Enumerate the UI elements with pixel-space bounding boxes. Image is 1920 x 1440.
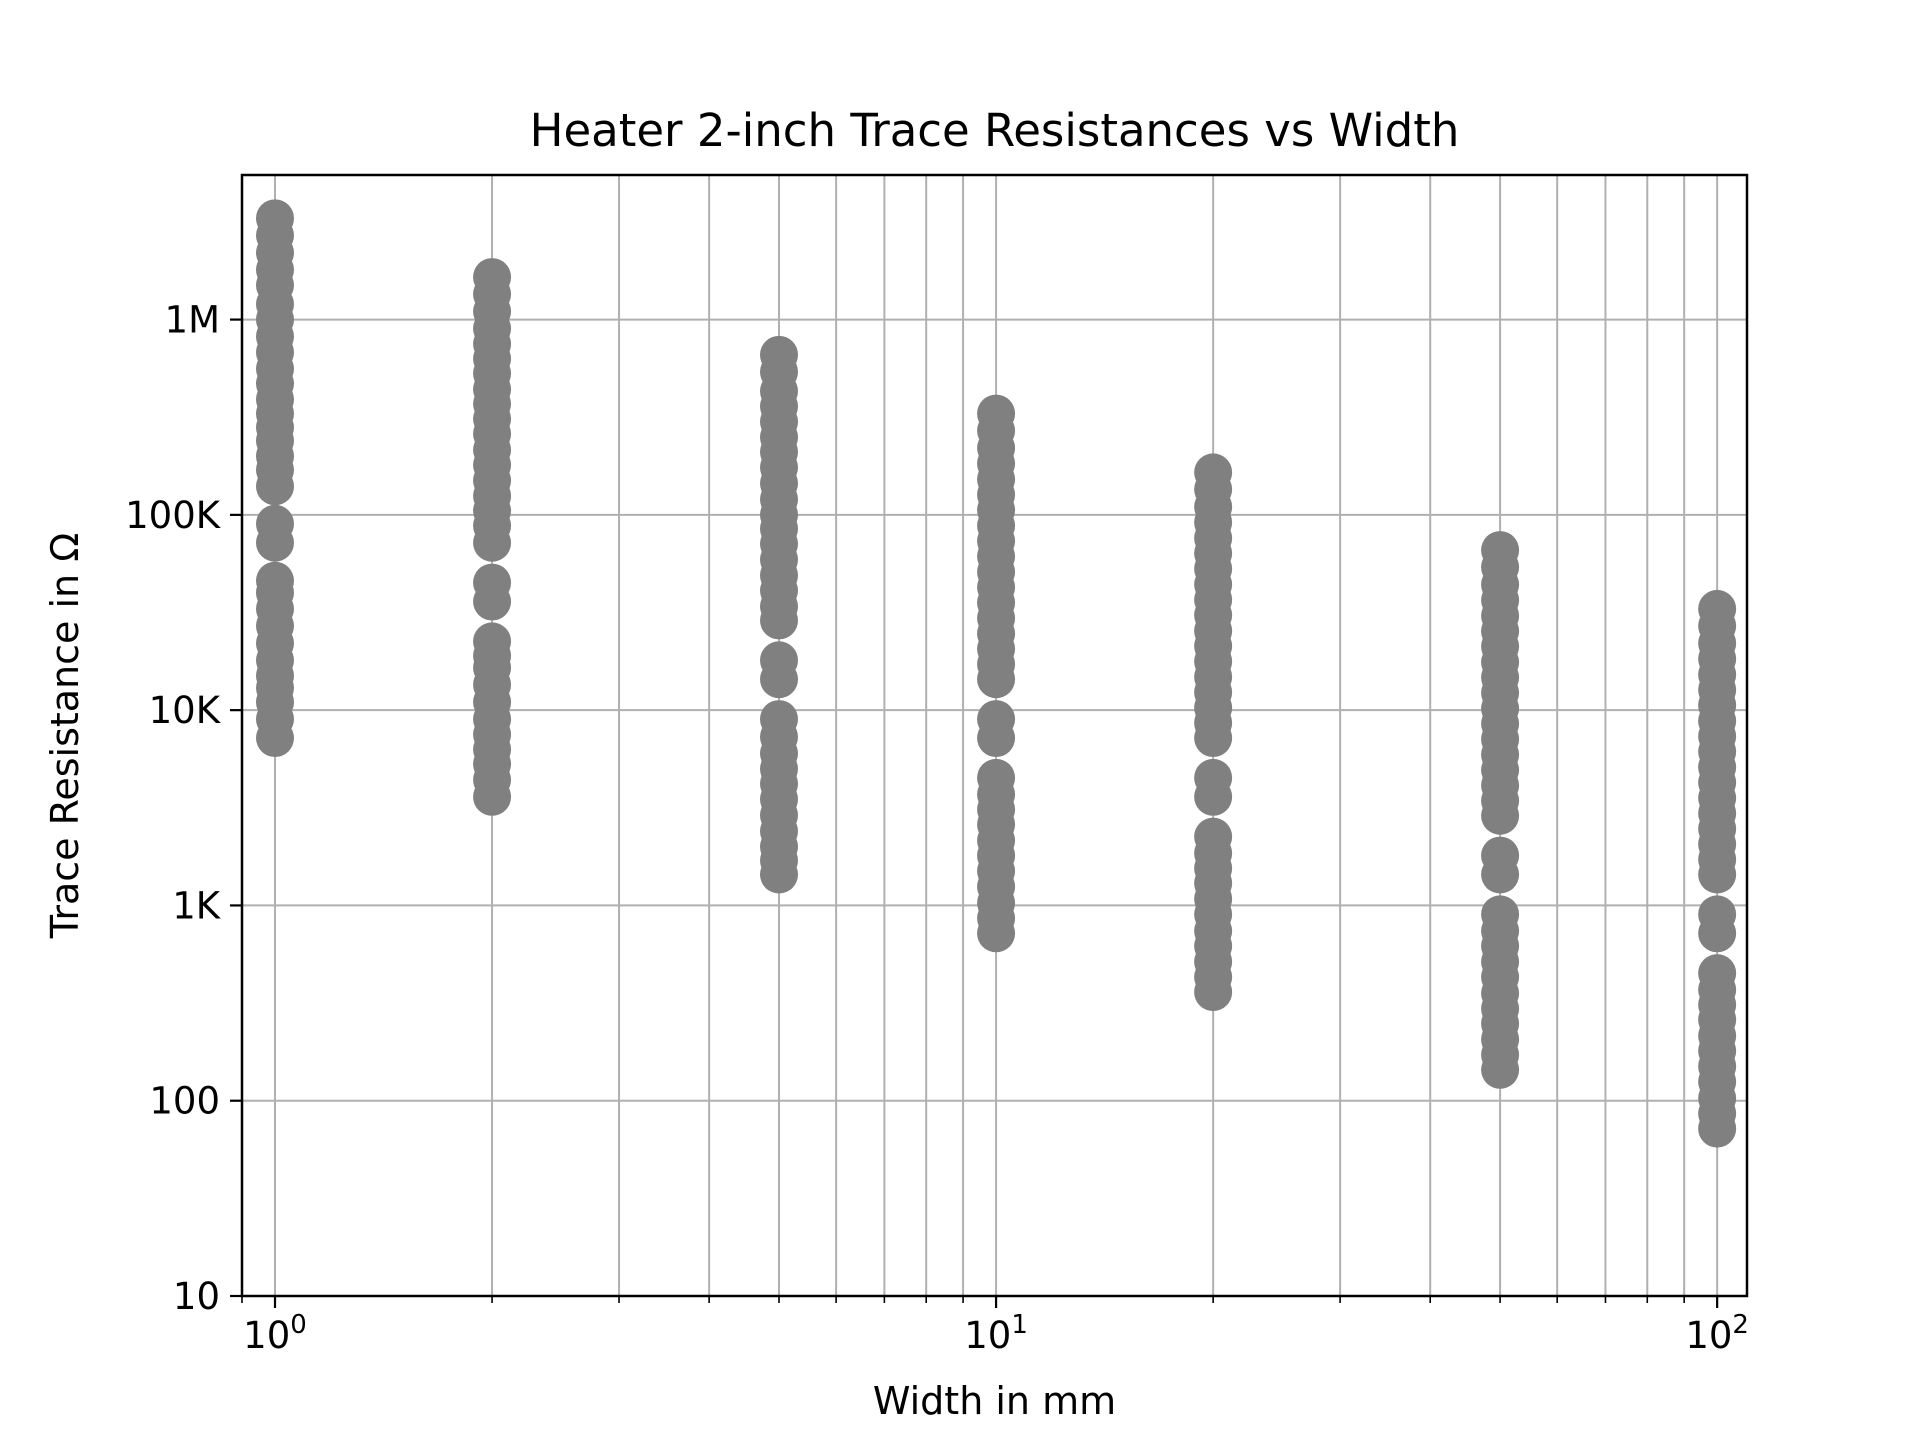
y-tick-label: 100K [125,494,222,537]
x-axis-label: Width in mm [873,1379,1116,1423]
y-tick-label: 100 [149,1080,220,1123]
x-tick-label: 100 [243,1310,307,1357]
plot-frame [240,173,1749,1298]
data-point [977,700,1016,739]
data-point [473,258,512,297]
data-point [473,622,512,661]
data-point [760,335,799,374]
data-point [473,563,512,602]
y-tick-label: 1K [172,884,222,927]
data-point [255,199,294,238]
data-point [1194,758,1233,797]
data-point [1698,954,1737,993]
y-tick-label: 1M [165,299,220,342]
y-tick-label: 10 [173,1275,220,1318]
x-tick-label: 101 [964,1310,1028,1357]
axis-ticks: 10 100 1K 10K 100K 1M 100 101 102 [125,299,1749,1357]
data-point [1194,453,1233,492]
data-point [1481,895,1520,934]
data-point [255,504,294,543]
x-tick-label: 102 [1685,1310,1749,1357]
data-point [1698,895,1737,934]
data-point [760,700,799,739]
y-tick-label: 10K [149,689,222,732]
data-point [1481,531,1520,570]
y-axis-label: Trace Resistance in Ω [43,533,87,940]
data-point [1698,589,1737,628]
data-point [977,758,1016,797]
data-point [1194,817,1233,856]
chart-title: Heater 2-inch Trace Resistances vs Width [530,104,1460,157]
data-point [977,394,1016,433]
data-point [1481,836,1520,875]
data-points [255,199,1737,1148]
data-point [760,641,799,680]
data-point [255,561,294,600]
